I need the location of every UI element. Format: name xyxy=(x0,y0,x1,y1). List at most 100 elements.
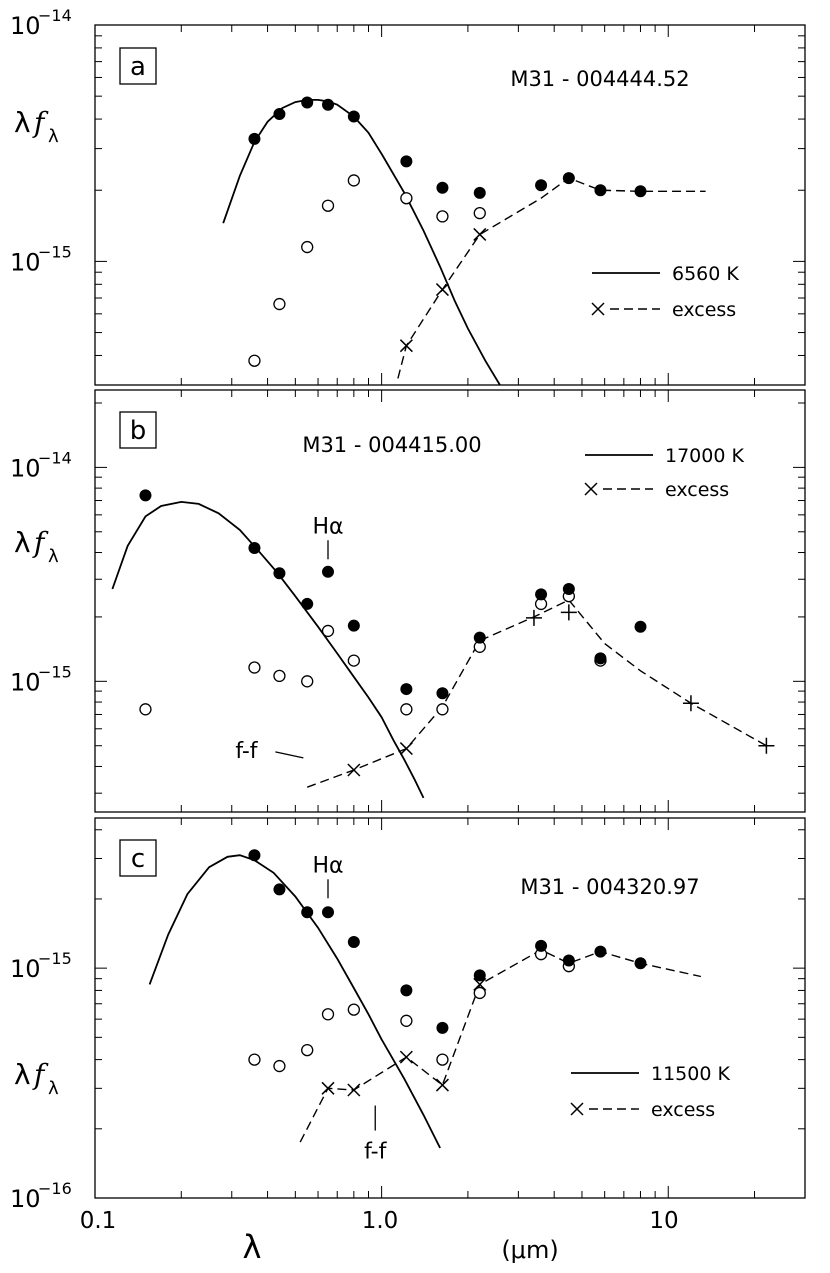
excess-marker xyxy=(399,742,413,756)
open-point xyxy=(273,1059,286,1073)
filled-point xyxy=(400,683,413,696)
annotation-1: f-f xyxy=(364,1105,388,1165)
filled-point xyxy=(273,108,286,121)
excess-marker xyxy=(347,763,361,777)
y-tick-label-base: 10 xyxy=(10,454,41,482)
filled-point xyxy=(347,110,360,123)
plus-marker xyxy=(682,695,699,712)
panel-label: c xyxy=(119,839,157,877)
y-tick-label-1: 10−15 xyxy=(10,242,72,276)
open-point xyxy=(248,1053,261,1066)
filled-point xyxy=(634,957,647,970)
object-name: M31 - 004320.97 xyxy=(520,875,699,899)
y-axis-label-lambda: λ xyxy=(14,526,31,559)
y-axis-label-lambda: λ xyxy=(14,106,31,139)
filled-point xyxy=(634,185,647,198)
filled-point xyxy=(436,181,449,194)
excess-curve xyxy=(299,949,702,1143)
y-tick-label-base: 10 xyxy=(10,955,41,983)
filled-point xyxy=(400,984,413,997)
panel-label: b xyxy=(119,411,157,449)
x-tick-label-1: 1.0 xyxy=(362,1208,399,1234)
open-point xyxy=(273,669,286,683)
annotation-text: f-f xyxy=(235,739,258,764)
model-curve xyxy=(222,99,501,385)
x-tick-label-0: 0.1 xyxy=(80,1208,117,1234)
x-ticks xyxy=(94,818,806,1198)
y-axis-label-f: f xyxy=(32,106,49,139)
legend-excess-label: excess xyxy=(672,299,736,321)
y-tick-label-exponent: −15 xyxy=(38,662,72,681)
legend-excess-marker xyxy=(591,302,605,316)
y-tick-label-1: 10−15 xyxy=(10,662,72,696)
filled-point xyxy=(248,849,261,862)
filled-point xyxy=(248,132,261,145)
model-curve xyxy=(111,500,425,799)
open-point xyxy=(139,703,152,716)
filled-point xyxy=(273,567,286,580)
filled-point xyxy=(400,155,413,168)
y-ticks xyxy=(95,829,805,1199)
filled-point xyxy=(321,98,334,111)
filled-point xyxy=(594,652,607,665)
filled-point xyxy=(321,565,334,578)
open-point xyxy=(301,675,314,688)
y-tick-label-exponent: −14 xyxy=(38,448,72,467)
filled-point xyxy=(594,184,607,197)
y-tick-label-0: 10−14 xyxy=(10,6,72,40)
plus-marker xyxy=(758,737,775,754)
open-point xyxy=(321,624,335,638)
x-ticks xyxy=(94,390,806,812)
legend-excess-marker xyxy=(584,482,598,496)
panel-frame xyxy=(94,817,806,1199)
open-point xyxy=(436,210,449,223)
annotation-1: f-f xyxy=(235,739,304,764)
y-tick-label-0: 10−15 xyxy=(10,949,72,983)
y-axis-label-subscript: λ xyxy=(48,126,59,147)
filled-point xyxy=(347,619,360,632)
legend-model-label: 11500 K xyxy=(651,1063,730,1085)
object-name: M31 - 004415.00 xyxy=(302,433,481,457)
panel-label-box xyxy=(119,839,157,877)
filled-point xyxy=(535,179,548,192)
plus-marker xyxy=(525,609,542,626)
y-tick-label-0: 10−14 xyxy=(10,448,72,482)
legend-excess-label: excess xyxy=(665,479,729,501)
filled-point xyxy=(473,631,486,644)
annotation-text: Hα xyxy=(312,853,343,878)
legend: 6560 K excess xyxy=(591,263,739,321)
filled-point xyxy=(248,541,261,554)
y-axis-label-f: f xyxy=(32,526,49,559)
filled-point xyxy=(473,186,486,199)
excess-marker xyxy=(473,977,487,991)
legend: 17000 K excess xyxy=(584,445,744,501)
open-point xyxy=(347,174,360,187)
y-tick-label-exponent: −15 xyxy=(38,242,72,261)
excess-marker xyxy=(435,1078,449,1092)
filled-point xyxy=(301,96,314,109)
y-tick-label-exponent: −16 xyxy=(38,1179,72,1198)
open-point xyxy=(436,1053,449,1066)
open-point xyxy=(473,206,486,220)
legend-model-label: 17000 K xyxy=(665,445,744,467)
open-point xyxy=(400,703,413,716)
open-point xyxy=(248,354,261,367)
x-ticks xyxy=(94,25,806,385)
filled-point xyxy=(562,954,575,967)
excess-marker xyxy=(399,1050,413,1064)
filled-point xyxy=(436,687,449,700)
y-tick-label-base: 10 xyxy=(10,1185,41,1213)
excess-marker xyxy=(473,227,487,241)
legend-excess-label: excess xyxy=(651,1099,715,1121)
open-point xyxy=(273,297,286,311)
x-axis-unit: (μm) xyxy=(501,1236,558,1264)
y-tick-label-base: 10 xyxy=(10,248,41,276)
legend: 11500 K excess xyxy=(570,1063,730,1121)
y-tick-label-base: 10 xyxy=(10,668,41,696)
filled-point xyxy=(562,583,575,596)
legend-excess-marker xyxy=(570,1102,584,1116)
filled-point xyxy=(634,620,647,633)
